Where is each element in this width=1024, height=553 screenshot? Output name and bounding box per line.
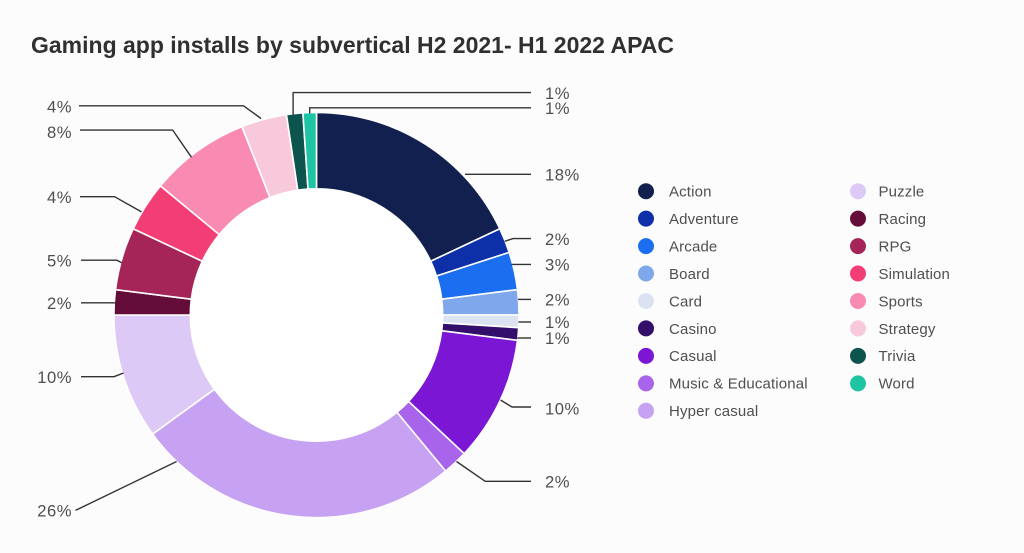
svg-text:8%: 8%: [47, 123, 72, 142]
svg-text:1%: 1%: [545, 329, 570, 348]
svg-text:RPG: RPG: [879, 238, 912, 255]
svg-text:Hyper casual: Hyper casual: [669, 403, 758, 420]
svg-text:4%: 4%: [47, 98, 72, 117]
svg-text:2%: 2%: [545, 230, 570, 249]
svg-text:Casino: Casino: [669, 321, 717, 338]
svg-text:10%: 10%: [545, 400, 580, 419]
svg-text:3%: 3%: [545, 256, 570, 275]
svg-text:18%: 18%: [545, 166, 580, 185]
svg-text:1%: 1%: [545, 99, 570, 118]
svg-text:2%: 2%: [545, 473, 570, 492]
svg-text:Arcade: Arcade: [669, 238, 717, 255]
svg-text:26%: 26%: [37, 502, 72, 521]
svg-text:Trivia: Trivia: [879, 348, 917, 365]
svg-text:10%: 10%: [37, 368, 72, 387]
svg-text:Gaming app installs by subvert: Gaming app installs by subvertical H2 20…: [31, 32, 674, 58]
svg-text:2%: 2%: [545, 291, 570, 310]
svg-text:Board: Board: [669, 266, 710, 283]
svg-text:Sports: Sports: [879, 293, 923, 310]
svg-text:Music & Educational: Music & Educational: [669, 376, 808, 393]
svg-text:Word: Word: [879, 376, 915, 393]
svg-text:Action: Action: [669, 184, 712, 201]
svg-text:Adventure: Adventure: [669, 211, 739, 228]
svg-text:1%: 1%: [545, 84, 570, 103]
svg-text:5%: 5%: [47, 251, 72, 270]
svg-text:Casual: Casual: [669, 348, 717, 365]
svg-text:Racing: Racing: [879, 211, 927, 228]
svg-text:Simulation: Simulation: [879, 266, 951, 283]
svg-text:2%: 2%: [47, 294, 72, 313]
svg-text:4%: 4%: [47, 188, 72, 207]
svg-text:1%: 1%: [545, 313, 570, 332]
svg-text:Strategy: Strategy: [879, 321, 936, 338]
svg-text:Puzzle: Puzzle: [879, 184, 925, 201]
svg-text:Card: Card: [669, 293, 702, 310]
